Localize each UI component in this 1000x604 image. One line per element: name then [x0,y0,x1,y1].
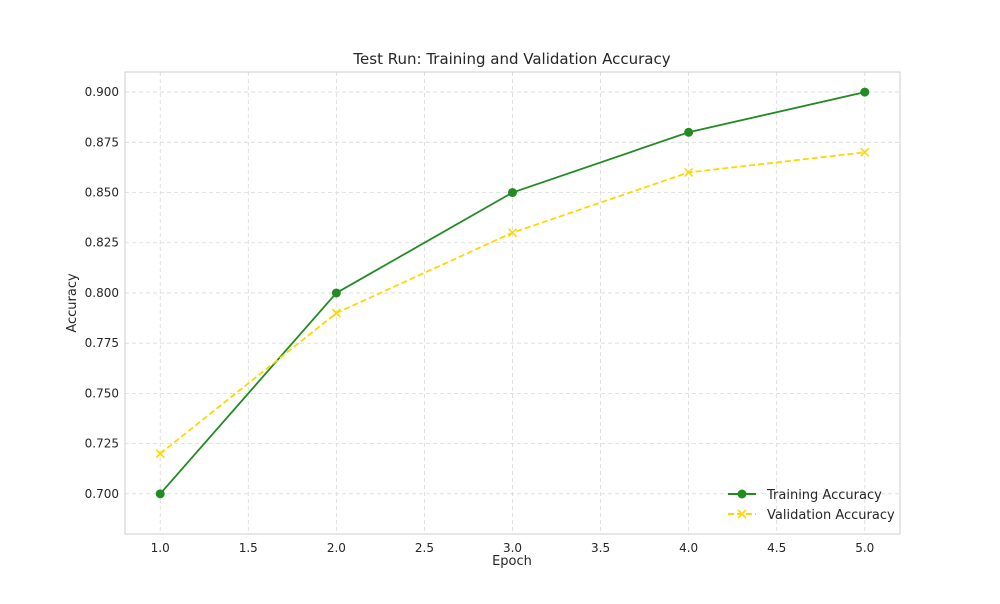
x-tick-label: 2.0 [327,541,346,555]
data-point-training-accuracy [508,188,517,198]
grid [125,72,900,534]
plot-area-frame [124,71,901,535]
y-axis-ticks: 0.700 0.725 0.750 0.775 0.800 0.825 0.850 0.875… [85,85,119,501]
y-tick-label: 0.875 [85,135,119,149]
data-point-training-accuracy [155,489,165,499]
y-tick-label: 0.775 [85,336,119,350]
data-point-validation-accuracy [331,308,341,318]
x-tick-label: 1.5 [239,541,258,555]
legend-label-validation: Validation Accuracy [767,508,895,523]
legend: Training Accuracy Validation Accuracy [728,488,895,523]
data-point-validation-accuracy [155,449,165,459]
x-axis-label: Epoch [492,554,532,569]
series-group [155,87,870,499]
x-tick-label: 5.0 [855,541,874,555]
y-tick-label: 0.700 [85,487,119,501]
y-tick-label: 0.725 [85,437,119,451]
data-point-training-accuracy [331,288,341,298]
y-tick-label: 0.850 [85,186,119,200]
x-tick-label: 4.5 [767,541,786,555]
y-axis-label: Accuracy [65,273,80,333]
data-point-training-accuracy [684,127,694,137]
data-point-validation-accuracy [684,167,694,178]
data-point-validation-accuracy [860,147,870,157]
data-point-training-accuracy [860,87,870,97]
x-tick-label: 2.5 [415,541,434,555]
y-tick-label: 0.800 [85,286,119,300]
x-tick-label: 3.5 [591,541,610,555]
legend-marker-training [737,489,747,499]
legend-marker-validation [737,509,747,519]
data-point-validation-accuracy [507,228,518,238]
x-axis-ticks: 1.0 1.5 2.0 2.5 3.0 3.5 4.0 4.5 5.0 [151,541,875,555]
chart-title: Test Run: Training and Validation Accura… [352,50,670,68]
x-tick-label: 1.0 [151,541,170,555]
y-tick-label: 0.750 [85,386,119,400]
x-tick-label: 3.0 [503,541,522,555]
legend-label-training: Training Accuracy [766,488,882,503]
y-tick-label: 0.900 [85,85,119,99]
y-tick-label: 0.825 [85,236,119,250]
x-tick-label: 4.0 [679,541,698,555]
